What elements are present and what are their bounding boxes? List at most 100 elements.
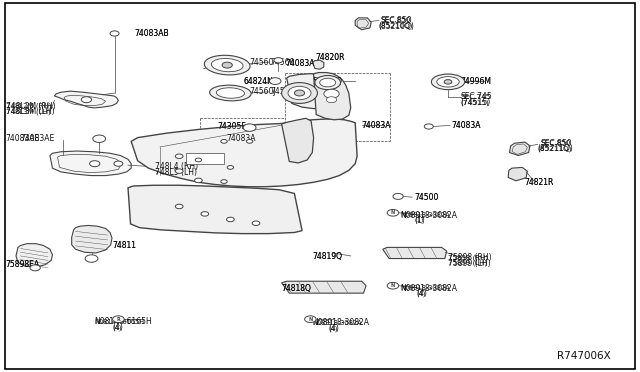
Text: SEC.850: SEC.850 [381, 17, 411, 23]
Polygon shape [50, 151, 131, 176]
Text: 64824N: 64824N [243, 77, 273, 86]
Circle shape [201, 212, 209, 216]
Text: 75898 (RH): 75898 (RH) [448, 253, 492, 262]
Text: 74083A: 74083A [227, 134, 256, 143]
Text: 74818Q: 74818Q [282, 284, 312, 293]
Polygon shape [383, 247, 447, 259]
Text: 74305F: 74305F [218, 122, 246, 131]
Text: N08918-3082A: N08918-3082A [400, 212, 450, 218]
Text: N08918-3082A: N08918-3082A [312, 320, 362, 326]
Text: 748L3M (LH): 748L3M (LH) [6, 107, 55, 116]
Polygon shape [131, 119, 357, 187]
Text: N08918-3082A: N08918-3082A [400, 211, 457, 219]
Circle shape [288, 86, 311, 100]
Text: 748L4 (RH): 748L4 (RH) [155, 163, 195, 170]
Text: (1): (1) [415, 217, 424, 224]
Text: 748L5 (LH): 748L5 (LH) [155, 169, 193, 176]
Circle shape [294, 90, 305, 96]
Text: 74811: 74811 [112, 241, 136, 250]
Circle shape [90, 161, 100, 167]
Text: N: N [391, 283, 395, 288]
Text: 75899 (LH): 75899 (LH) [448, 259, 491, 267]
Circle shape [93, 135, 106, 142]
Text: 74820R: 74820R [315, 53, 344, 62]
Circle shape [175, 204, 183, 209]
Text: N08918-3082A: N08918-3082A [400, 284, 457, 293]
Circle shape [326, 97, 337, 103]
Text: 74821R: 74821R [525, 178, 554, 187]
Polygon shape [128, 185, 302, 234]
Polygon shape [287, 74, 335, 109]
Text: 74083AE: 74083AE [20, 134, 55, 143]
Text: 74083A: 74083A [268, 134, 297, 143]
Circle shape [227, 217, 234, 222]
Text: 74083A: 74083A [285, 59, 315, 68]
Ellipse shape [211, 58, 243, 72]
Text: 74500: 74500 [415, 193, 439, 202]
Text: 74818Q: 74818Q [282, 284, 312, 293]
Text: 74083A: 74083A [285, 59, 315, 68]
Text: 74560J: 74560J [250, 87, 276, 96]
Text: SEC.745: SEC.745 [461, 92, 493, 101]
Circle shape [444, 80, 452, 84]
Text: (85211Q): (85211Q) [538, 145, 572, 152]
Circle shape [221, 140, 227, 143]
Circle shape [243, 124, 256, 131]
Text: (4): (4) [416, 289, 427, 298]
Text: 74820R: 74820R [315, 53, 344, 62]
Text: 74819Q: 74819Q [312, 252, 342, 261]
Text: 74560J: 74560J [271, 87, 298, 96]
Circle shape [110, 31, 119, 36]
Circle shape [305, 316, 316, 323]
Text: 75898 (RH): 75898 (RH) [448, 254, 488, 261]
Text: 74821R: 74821R [525, 178, 554, 187]
Polygon shape [282, 281, 366, 293]
Text: (74515): (74515) [461, 98, 491, 107]
Text: 74083AB: 74083AB [134, 29, 169, 38]
Circle shape [195, 158, 202, 162]
Text: N08918-3082A: N08918-3082A [400, 285, 450, 291]
Circle shape [227, 166, 234, 169]
Text: 74996M: 74996M [461, 77, 492, 86]
Text: 74560: 74560 [271, 58, 295, 67]
Text: (85210Q): (85210Q) [378, 22, 414, 31]
Text: 748L4 (RH): 748L4 (RH) [155, 162, 198, 171]
Text: SEC.850: SEC.850 [381, 16, 412, 25]
Circle shape [30, 265, 40, 271]
Ellipse shape [431, 74, 465, 90]
Text: 74811: 74811 [112, 241, 136, 250]
Text: 74083A: 74083A [451, 121, 481, 130]
Text: 748L3M (LH): 748L3M (LH) [6, 108, 51, 115]
Text: 748L2M (RH): 748L2M (RH) [6, 103, 52, 109]
Text: R: R [116, 317, 120, 322]
Polygon shape [16, 244, 52, 267]
Text: (85211Q): (85211Q) [538, 144, 573, 153]
Text: N08146-6165H: N08146-6165H [95, 317, 152, 326]
Text: SEC.850: SEC.850 [541, 139, 572, 148]
Ellipse shape [204, 55, 250, 75]
Text: 64824N: 64824N [243, 77, 273, 86]
Text: (4): (4) [328, 325, 338, 332]
Ellipse shape [437, 77, 460, 87]
Text: 57210Q: 57210Q [312, 77, 342, 86]
Polygon shape [314, 73, 351, 120]
Circle shape [252, 221, 260, 225]
Text: 74819Q: 74819Q [312, 252, 342, 261]
Circle shape [324, 89, 339, 98]
Text: N: N [391, 210, 395, 215]
Text: (1): (1) [415, 216, 426, 225]
Text: N08918-3082A: N08918-3082A [312, 318, 369, 327]
Circle shape [387, 209, 399, 216]
Text: 74083AB: 74083AB [134, 29, 169, 38]
Polygon shape [508, 167, 527, 181]
Circle shape [175, 154, 183, 158]
Circle shape [269, 78, 281, 84]
Text: 57210Q: 57210Q [312, 77, 342, 86]
Text: 75899 (LH): 75899 (LH) [448, 260, 487, 266]
Circle shape [114, 161, 123, 166]
Circle shape [195, 178, 202, 183]
Circle shape [274, 58, 283, 63]
Text: 74083A: 74083A [362, 121, 391, 130]
Text: (4): (4) [112, 323, 123, 332]
Polygon shape [72, 225, 112, 253]
